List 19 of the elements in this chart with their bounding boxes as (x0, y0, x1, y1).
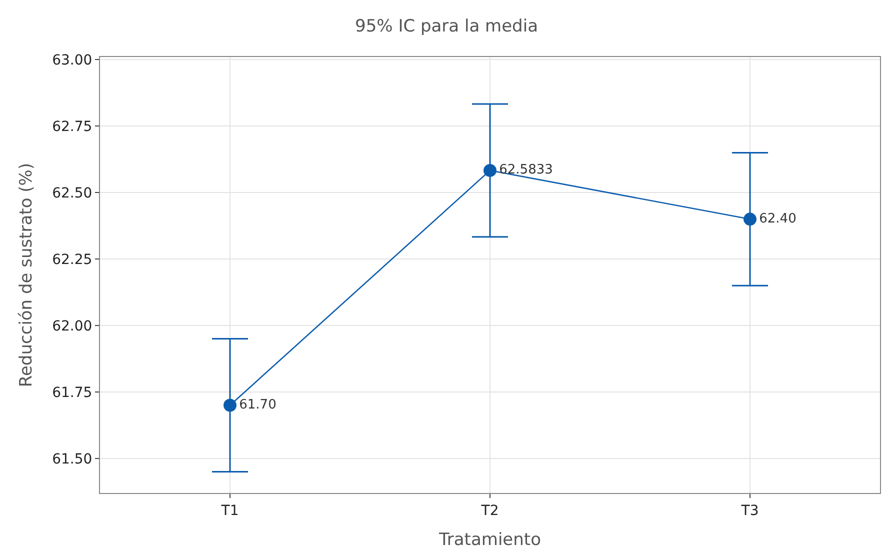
y-tick-label: 62.50 (52, 185, 92, 202)
point (224, 398, 236, 412)
y-axis-title: Reducción de sustrato (%) (16, 162, 37, 388)
chart-title: 95% IC para la media (355, 16, 538, 36)
y-tick-label: 63.00 (52, 52, 92, 69)
x-tick-label: T3 (740, 502, 759, 519)
y-tick-label: 62.00 (52, 318, 92, 334)
point (744, 212, 756, 226)
data-label: 61.70 (239, 398, 276, 413)
data-label: 62.40 (759, 211, 796, 226)
x-tick-label: T2 (480, 502, 499, 519)
point (484, 164, 496, 177)
y-tick-label: 61.50 (52, 451, 92, 468)
x-tick-label: T1 (220, 502, 239, 519)
y-tick-label: 62.25 (52, 252, 92, 268)
data-label: 62.5833 (499, 162, 553, 178)
y-tick-label: 61.75 (52, 384, 92, 401)
y-tick-label: 62.75 (52, 119, 92, 136)
x-axis-title: Tratamiento (438, 530, 541, 550)
